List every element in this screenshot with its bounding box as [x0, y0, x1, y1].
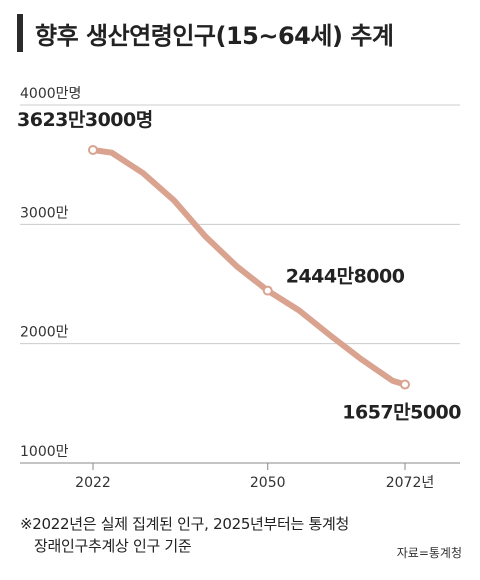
- footnote-line-2: 장래인구추계상 인구 기준: [34, 537, 192, 555]
- y-tick-label: 3000만: [20, 205, 69, 221]
- series-line: [90, 147, 408, 388]
- x-tick-label: 2022: [75, 475, 111, 491]
- data-label: 1657만5000: [342, 402, 461, 424]
- y-tick-label: 4000만명: [20, 86, 81, 102]
- x-tick-label: 2050: [250, 475, 286, 491]
- y-tick-label: 1000만: [20, 444, 69, 460]
- footnote: ※2022년은 실제 집계된 인구, 2025년부터는 통계청 장래인구추계상 …: [20, 513, 349, 557]
- y-tick-label: 2000만: [20, 325, 69, 341]
- chart-title: 향후 생산연령인구(15~64세) 추계: [35, 22, 394, 50]
- data-point-marker: [262, 285, 273, 296]
- data-point-marker: [88, 144, 98, 155]
- title-accent-bar: [17, 14, 23, 52]
- source-credit: 자료=통계청: [396, 546, 462, 560]
- data-label: 2444만8000: [286, 266, 405, 288]
- data-point-marker: [400, 379, 410, 390]
- x-tick-label: 2072년: [386, 475, 435, 491]
- footnote-line-1: ※2022년은 실제 집계된 인구, 2025년부터는 통계청: [20, 515, 350, 533]
- data-label: 3623만3000명: [17, 109, 153, 131]
